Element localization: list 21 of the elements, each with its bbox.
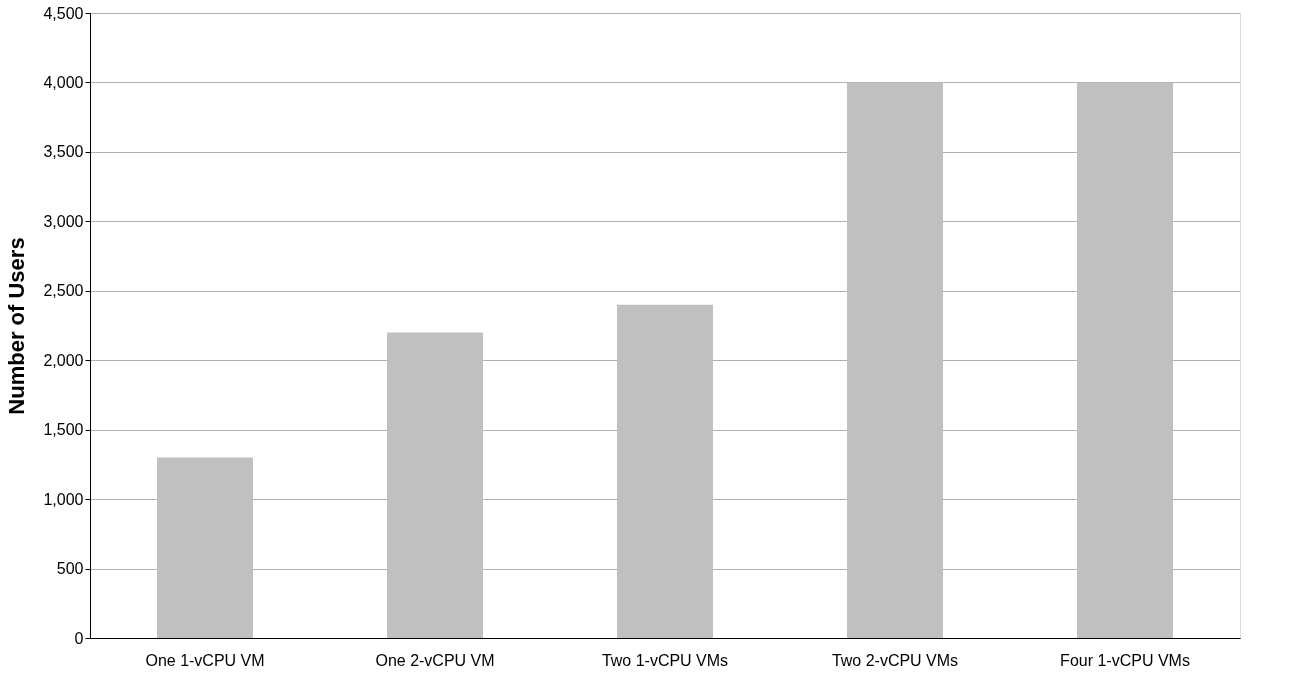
y-tick-label: 2,500 <box>43 282 84 300</box>
y-tick-label: 0 <box>74 629 84 647</box>
y-tick-label: 4,500 <box>43 4 84 22</box>
x-tick-label: Two 2-vCPU VMs <box>831 651 959 669</box>
y-tick-label: 2,000 <box>43 351 84 369</box>
bar <box>847 82 943 638</box>
bar <box>157 457 253 638</box>
y-axis-title: Number of Users <box>4 237 30 415</box>
x-tick-label: Four 1-vCPU VMs <box>1060 651 1190 669</box>
bar <box>1077 82 1173 638</box>
bar <box>387 332 483 638</box>
x-tick-label: One 2-vCPU VM <box>375 651 495 669</box>
bar <box>617 304 713 638</box>
y-tick-label: 4,000 <box>43 73 84 91</box>
y-tick-label: 500 <box>56 560 84 578</box>
y-tick-label: 1,000 <box>43 490 84 508</box>
y-tick-label: 3,000 <box>43 212 84 230</box>
y-tick-label: 3,500 <box>43 143 84 161</box>
x-tick-label: One 1-vCPU VM <box>145 651 265 669</box>
y-tick-label: 1,500 <box>43 421 84 439</box>
x-tick-label: Two 1-vCPU VMs <box>601 651 729 669</box>
